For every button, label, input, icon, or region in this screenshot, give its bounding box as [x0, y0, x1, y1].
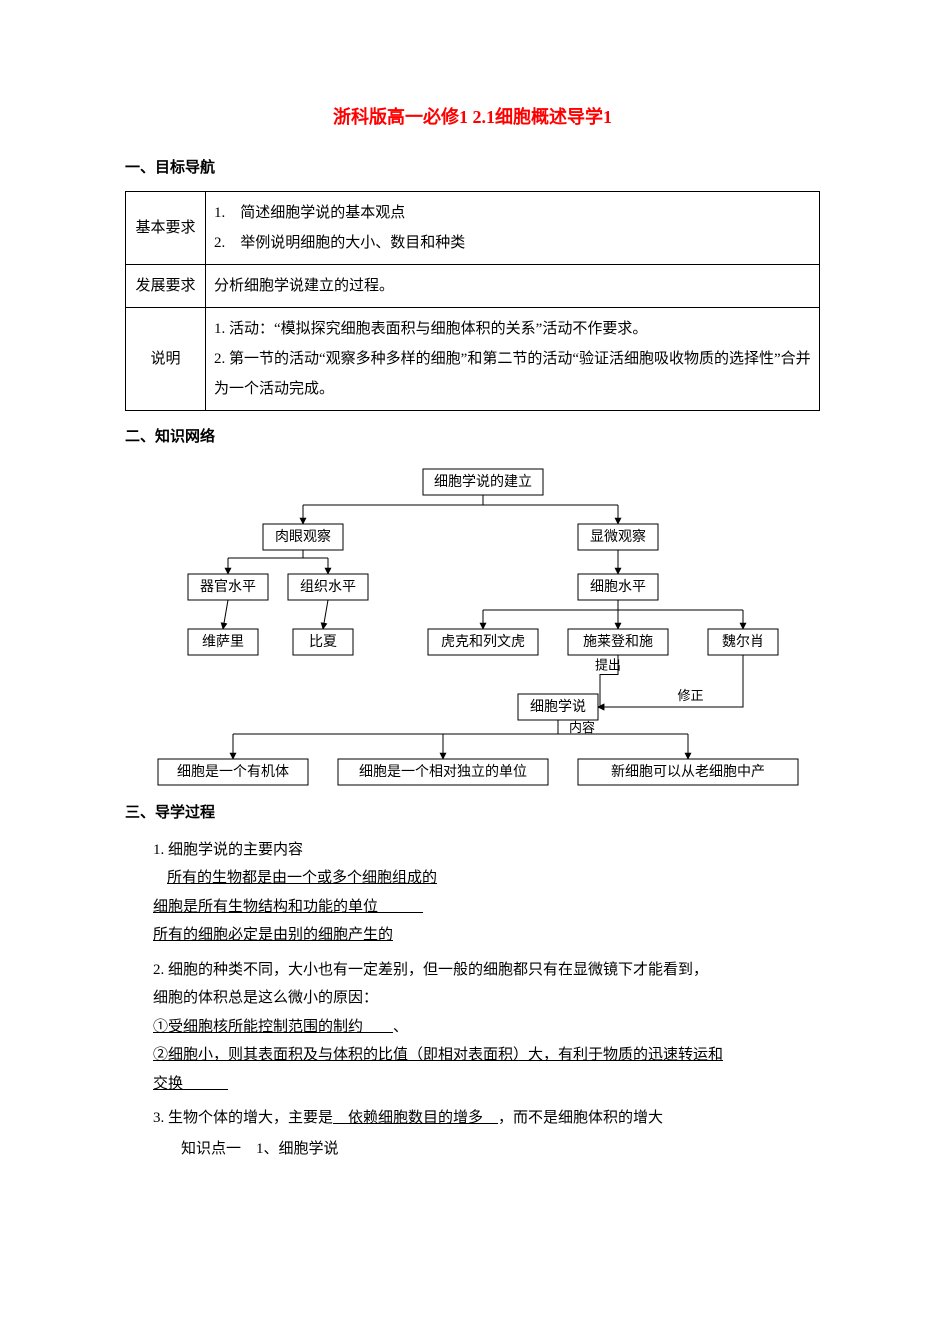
study-p1-b-text: 细胞是所有生物结构和功能的单位	[153, 899, 378, 915]
study-p2-e-text: 交换	[153, 1076, 183, 1092]
study-p2-e: 交换	[153, 1070, 820, 1099]
study-content: 1. 细胞学说的主要内容 所有的生物都是由一个或多个细胞组成的 细胞是所有生物结…	[125, 836, 820, 1133]
study-p2-a: 2. 细胞的种类不同，大小也有一定差别，但一般的细胞都只有在显微镜下才能看到，	[153, 956, 820, 985]
svg-text:提出: 提出	[594, 658, 620, 673]
study-p1-b: 细胞是所有生物结构和功能的单位	[153, 893, 820, 922]
req-basic-line1: 1. 简述细胞学说的基本观点	[214, 198, 811, 228]
study-p3-u: 依赖细胞数目的增多	[333, 1110, 498, 1126]
study-p1-c-text: 所有的细胞必定是由别的细胞产生的	[153, 927, 393, 943]
svg-text:内容: 内容	[568, 720, 594, 735]
study-p2-c-text: ①受细胞核所能控制范围的制约	[153, 1019, 363, 1035]
study-p3-post: ，而不是细胞体积的增大	[498, 1110, 663, 1126]
study-p1-a-text: 所有的生物都是由一个或多个细胞组成的	[167, 870, 437, 886]
study-p3-pre: 3. 生物个体的增大，主要是	[153, 1110, 333, 1126]
table-row: 说明 1. 活动：“模拟探究细胞表面积与细胞体积的关系”活动不作要求。 2. 第…	[126, 307, 820, 410]
req-note-content: 1. 活动：“模拟探究细胞表面积与细胞体积的关系”活动不作要求。 2. 第一节的…	[206, 307, 820, 410]
section-heading-1: 一、目标导航	[125, 154, 820, 183]
study-p3: 3. 生物个体的增大，主要是 依赖细胞数目的增多 ，而不是细胞体积的增大	[153, 1104, 820, 1133]
study-p2-c: ①受细胞核所能控制范围的制约 、	[153, 1013, 820, 1042]
svg-text:比夏: 比夏	[309, 634, 337, 650]
study-p2-b: 细胞的体积总是这么微小的原因：	[153, 984, 820, 1013]
req-basic-line2: 2. 举例说明细胞的大小、数目和种类	[214, 228, 811, 258]
svg-text:修正: 修正	[677, 688, 703, 703]
svg-text:组织水平: 组织水平	[300, 579, 356, 595]
svg-text:新细胞可以从老细胞中产: 新细胞可以从老细胞中产	[611, 764, 765, 780]
study-p1-head: 1. 细胞学说的主要内容	[153, 836, 820, 865]
study-p2-c-tail: 、	[393, 1019, 408, 1035]
req-note-label: 说明	[126, 307, 206, 410]
svg-text:肉眼观察: 肉眼观察	[275, 528, 331, 545]
requirements-table: 基本要求 1. 简述细胞学说的基本观点 2. 举例说明细胞的大小、数目和种类 发…	[125, 191, 820, 411]
svg-text:魏尔肖: 魏尔肖	[722, 634, 764, 650]
svg-text:细胞水平: 细胞水平	[590, 579, 646, 595]
req-basic-content: 1. 简述细胞学说的基本观点 2. 举例说明细胞的大小、数目和种类	[206, 191, 820, 264]
svg-text:细胞学说: 细胞学说	[530, 699, 586, 715]
svg-text:显微观察: 显微观察	[590, 528, 646, 545]
section-heading-2: 二、知识网络	[125, 423, 820, 452]
svg-text:维萨里: 维萨里	[202, 634, 244, 650]
req-dev-content: 分析细胞学说建立的过程。	[206, 264, 820, 307]
svg-text:细胞学说的建立: 细胞学说的建立	[434, 474, 532, 490]
study-p1-a: 所有的生物都是由一个或多个细胞组成的	[153, 864, 820, 893]
req-note-line1: 1. 活动：“模拟探究细胞表面积与细胞体积的关系”活动不作要求。	[214, 314, 811, 344]
svg-text:虎克和列文虎: 虎克和列文虎	[441, 634, 525, 650]
req-basic-label: 基本要求	[126, 191, 206, 264]
knowledge-point-1: 知识点一 1、细胞学说	[125, 1135, 820, 1164]
study-p2-d: ②细胞小，则其表面积及与体积的比值（即相对表面积）大，有利于物质的迅速转运和	[153, 1041, 820, 1070]
svg-text:细胞是一个相对独立的单位: 细胞是一个相对独立的单位	[359, 764, 527, 780]
section-heading-3: 三、导学过程	[125, 799, 820, 828]
knowledge-network-diagram: 提出修正内容 细胞学说的建立肉眼观察 显微观察器官水平 组织水平 细胞水平维萨里 比夏 虎克…	[128, 459, 818, 789]
table-row: 发展要求 分析细胞学说建立的过程。	[126, 264, 820, 307]
req-dev-label: 发展要求	[126, 264, 206, 307]
blank-underline	[363, 1019, 393, 1035]
flowchart-svg: 提出修正内容 细胞学说的建立肉眼观察 显微观察器官水平 组织水平 细胞水平维萨里 比夏 虎克…	[128, 459, 818, 789]
svg-text:施莱登和施: 施莱登和施	[583, 634, 653, 650]
req-note-line2: 2. 第一节的活动“观察多种多样的细胞”和第二节的活动“验证活细胞吸收物质的选择…	[214, 344, 811, 404]
table-row: 基本要求 1. 简述细胞学说的基本观点 2. 举例说明细胞的大小、数目和种类	[126, 191, 820, 264]
page-title: 浙科版高一必修1 2.1细胞概述导学1	[125, 100, 820, 134]
blank-underline	[378, 899, 423, 915]
svg-text:器官水平: 器官水平	[200, 579, 256, 595]
study-p2-d-text: ②细胞小，则其表面积及与体积的比值（即相对表面积）大，有利于物质的迅速转运和	[153, 1047, 723, 1063]
study-p1-c: 所有的细胞必定是由别的细胞产生的	[153, 921, 820, 950]
blank-underline	[183, 1076, 228, 1092]
svg-text:细胞是一个有机体: 细胞是一个有机体	[177, 764, 289, 780]
